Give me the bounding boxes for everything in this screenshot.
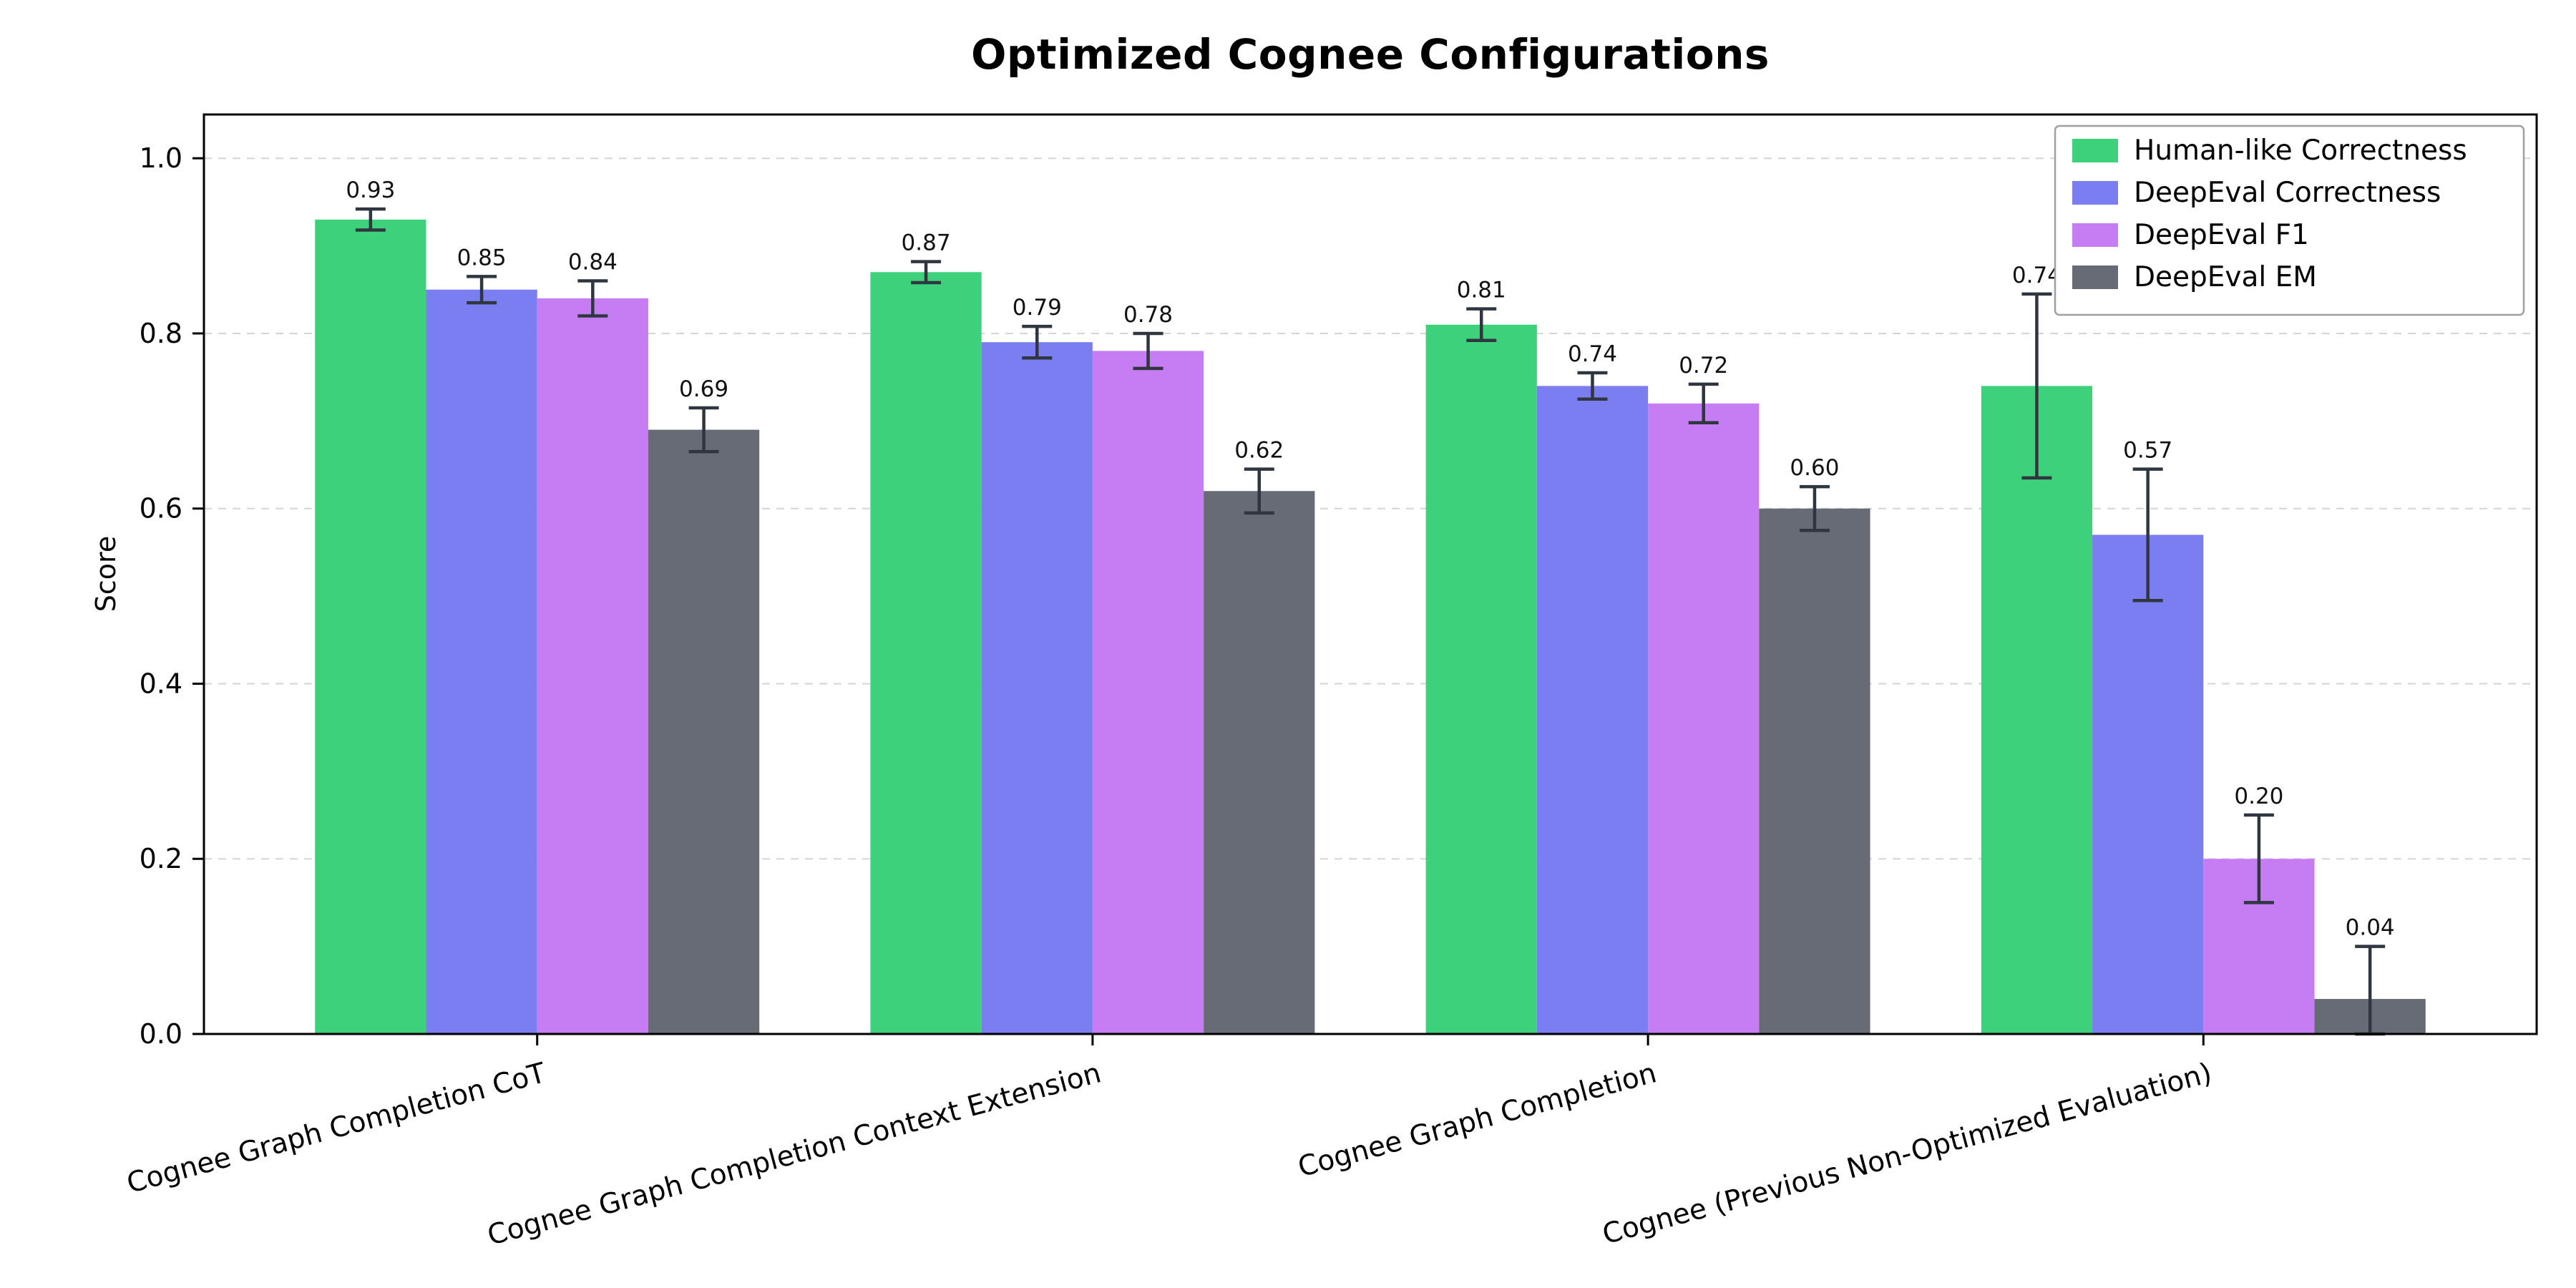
x-tick-label: Cognee (Previous Non-Optimized Evaluatio… bbox=[1599, 1057, 2215, 1251]
legend: Human-like Correctness DeepEval Correctne… bbox=[2054, 125, 2525, 316]
legend-label: Human-like Correctness bbox=[2134, 135, 2467, 167]
y-tick-label: 0.4 bbox=[140, 668, 182, 699]
bar bbox=[1759, 508, 1870, 1034]
legend-swatch bbox=[2072, 265, 2118, 289]
bar bbox=[2092, 535, 2204, 1034]
y-tick-label: 1.0 bbox=[140, 142, 182, 174]
y-tick-label: 0.6 bbox=[140, 493, 182, 525]
legend-label: DeepEval F1 bbox=[2134, 219, 2309, 251]
y-axis-label: Score bbox=[90, 535, 122, 613]
bar bbox=[648, 429, 760, 1034]
bar bbox=[537, 298, 648, 1034]
y-axis: 0.0 0.2 0.4 0.6 0.8 1.0 bbox=[140, 142, 204, 1050]
legend-swatch bbox=[2072, 139, 2118, 162]
x-tick-label: Cognee Graph Completion bbox=[1294, 1057, 1659, 1184]
bar-value-label: 0.81 bbox=[1457, 278, 1506, 303]
bar bbox=[315, 219, 426, 1034]
bar bbox=[1536, 386, 1649, 1034]
bar-value-label: 0.87 bbox=[902, 230, 951, 256]
bar-value-label: 0.04 bbox=[2346, 915, 2395, 941]
bar bbox=[1204, 491, 1315, 1034]
y-tick-label: 0.0 bbox=[140, 1018, 182, 1050]
bar-value-label: 0.62 bbox=[1234, 438, 1284, 464]
legend-swatch bbox=[2072, 181, 2118, 205]
bar bbox=[426, 289, 537, 1034]
y-tick-label: 0.2 bbox=[140, 843, 182, 874]
bar-value-label: 0.74 bbox=[2012, 263, 2062, 288]
bar-value-label: 0.78 bbox=[1123, 302, 1173, 328]
bar bbox=[981, 342, 1093, 1034]
legend-box bbox=[2054, 125, 2525, 316]
bar-value-label: 0.74 bbox=[1568, 341, 1617, 367]
bar-value-label: 0.72 bbox=[1679, 353, 1728, 379]
legend-label: DeepEval Correctness bbox=[2134, 177, 2441, 209]
bar-value-label: 0.79 bbox=[1013, 295, 1062, 321]
bars bbox=[315, 219, 2426, 1035]
bar-value-label: 0.84 bbox=[568, 250, 618, 275]
bar-value-label: 0.20 bbox=[2234, 784, 2283, 809]
bar-value-label: 0.93 bbox=[346, 177, 395, 203]
bar-value-label: 0.60 bbox=[1790, 455, 1839, 481]
bar bbox=[1981, 386, 2093, 1034]
y-tick-label: 0.8 bbox=[140, 318, 182, 349]
plot-frame bbox=[203, 113, 2538, 1035]
bar-value-labels: 0.93 0.87 0.81 0.74 0.85 0.79 0.74 0.57 0.84 0.78… bbox=[346, 177, 2394, 940]
chart-title: Optimized Cognee Configurations bbox=[971, 30, 1770, 79]
legend-label: DeepEval EM bbox=[2134, 261, 2317, 293]
bar bbox=[870, 272, 982, 1035]
bar bbox=[1648, 403, 1760, 1034]
error-bars bbox=[355, 207, 2386, 1036]
bar bbox=[1092, 351, 1204, 1034]
bar-value-label: 0.85 bbox=[457, 245, 507, 270]
x-tick-label: Cognee Graph Completion CoT bbox=[124, 1057, 550, 1200]
legend-swatch bbox=[2072, 223, 2118, 247]
bar bbox=[1425, 324, 1537, 1034]
x-tick-label: Cognee Graph Completion Context Extensio… bbox=[484, 1057, 1105, 1252]
bar-value-label: 0.69 bbox=[679, 376, 728, 402]
bar-value-label: 0.57 bbox=[2123, 438, 2172, 464]
